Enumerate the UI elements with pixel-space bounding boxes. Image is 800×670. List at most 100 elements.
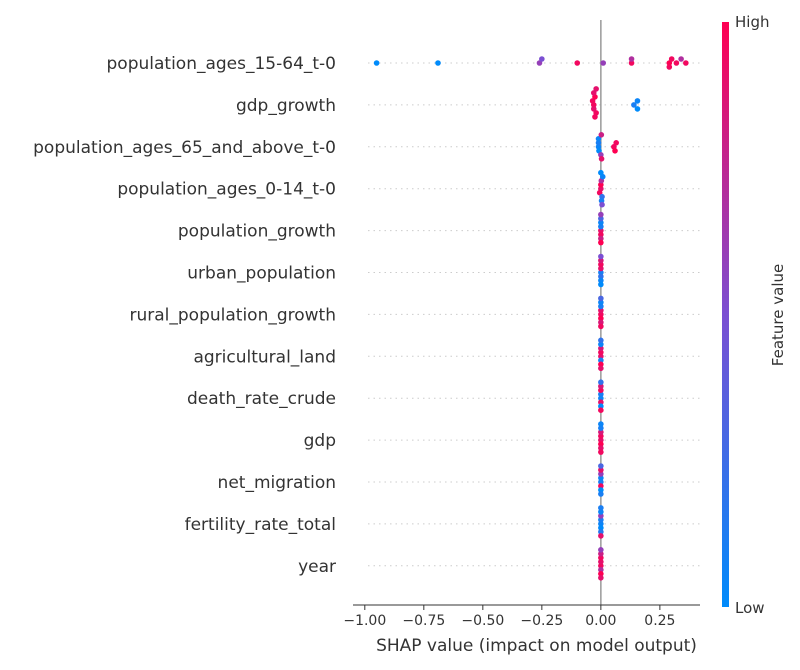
shap-point — [598, 421, 604, 427]
shap-point — [598, 547, 604, 553]
colorbar-title: Feature value — [769, 264, 787, 366]
shap-point — [598, 235, 604, 242]
shap-point — [598, 211, 604, 218]
shap-point — [668, 56, 675, 62]
shap-point — [598, 429, 604, 435]
shap-point — [598, 132, 605, 138]
colorbar — [722, 22, 729, 607]
x-tick-label: −0.75 — [402, 613, 445, 629]
shap-point — [593, 86, 599, 92]
feature-label: net_migration — [218, 473, 336, 493]
shap-point — [598, 277, 604, 284]
shap-point — [598, 505, 604, 511]
shap-point — [598, 555, 604, 561]
shap-point — [598, 353, 604, 360]
shap-point — [598, 223, 604, 230]
shap-point — [683, 60, 689, 66]
feature-label: fertility_rate_total — [185, 515, 336, 535]
shap-point — [598, 337, 604, 344]
shap-point — [612, 148, 618, 154]
shap-point — [598, 227, 604, 234]
shap-point — [598, 487, 604, 493]
feature-label: rural_population_growth — [129, 305, 336, 325]
shap-point — [598, 383, 604, 390]
x-ticks: −1.00 −0.75 −0.50 −0.25 0.00 0.25 — [343, 605, 675, 629]
shap-point — [598, 265, 604, 272]
shap-point — [598, 281, 604, 288]
shap-point — [598, 425, 604, 431]
shap-point — [613, 140, 620, 146]
shap-point — [598, 307, 604, 314]
shap-point — [598, 239, 604, 246]
shap-point — [598, 551, 604, 557]
shap-point — [598, 483, 604, 489]
shap-point — [598, 323, 604, 330]
shap-point — [598, 407, 604, 414]
shap-point — [598, 319, 604, 326]
x-tick-label: −0.25 — [520, 613, 563, 629]
shap-point — [598, 253, 604, 260]
shap-point — [598, 219, 604, 226]
feature-label: urban_population — [187, 264, 336, 284]
shap-point — [600, 60, 607, 66]
shap-point — [373, 60, 380, 66]
shap-point — [598, 299, 604, 306]
shap-point — [666, 64, 673, 70]
shap-point — [598, 533, 604, 539]
feature-label: population_ages_65_and_above_t-0 — [33, 138, 336, 158]
shap-point — [598, 303, 604, 310]
shap-point — [598, 509, 604, 515]
shap-point — [598, 517, 604, 523]
shap-point — [673, 60, 680, 66]
shap-point — [574, 60, 581, 66]
shap-point — [598, 529, 604, 535]
shap-point — [678, 56, 684, 62]
shap-point — [598, 463, 604, 469]
row-guides — [368, 62, 700, 567]
shap-point — [631, 102, 637, 108]
feature-label: gdp — [304, 431, 336, 451]
shap-point — [598, 513, 604, 519]
shap-point — [598, 521, 604, 527]
colorbar-high-label: High — [735, 13, 769, 31]
shap-point — [598, 433, 604, 439]
shap-point — [598, 399, 604, 406]
shap-point — [598, 257, 604, 264]
shap-point — [598, 437, 604, 443]
shap-point — [598, 567, 604, 573]
shap-point — [598, 261, 604, 268]
x-tick-label: 0.25 — [644, 613, 675, 629]
shap-point — [598, 269, 604, 276]
feature-label: population_ages_0-14_t-0 — [117, 180, 336, 200]
shap-point — [634, 106, 641, 112]
feature-label: death_rate_crude — [187, 389, 336, 409]
shap-point — [598, 479, 604, 485]
shap-point — [598, 445, 604, 451]
shap-point — [598, 273, 604, 280]
shap-point — [595, 140, 602, 146]
shap-point — [634, 98, 641, 104]
shap-point — [598, 315, 604, 322]
shap-point — [598, 563, 604, 569]
shap-point — [595, 136, 602, 142]
shap-point — [598, 379, 604, 386]
shap-point — [598, 467, 604, 473]
shap-point — [598, 575, 604, 581]
shap-point — [598, 349, 604, 356]
shap-point — [598, 341, 604, 348]
feature-label: gdp_growth — [236, 96, 336, 116]
shap-point — [598, 395, 604, 402]
shap-point — [598, 571, 604, 577]
shap-point — [598, 391, 604, 398]
shap-point — [598, 357, 604, 364]
shap-points — [373, 56, 689, 581]
shap-point — [435, 60, 441, 66]
shap-point — [598, 491, 604, 497]
shap-point — [598, 525, 604, 531]
shap-point — [598, 215, 604, 222]
shap-point — [598, 403, 604, 410]
shap-point — [628, 56, 635, 62]
shap-point — [598, 441, 604, 447]
shap-point — [628, 60, 635, 66]
